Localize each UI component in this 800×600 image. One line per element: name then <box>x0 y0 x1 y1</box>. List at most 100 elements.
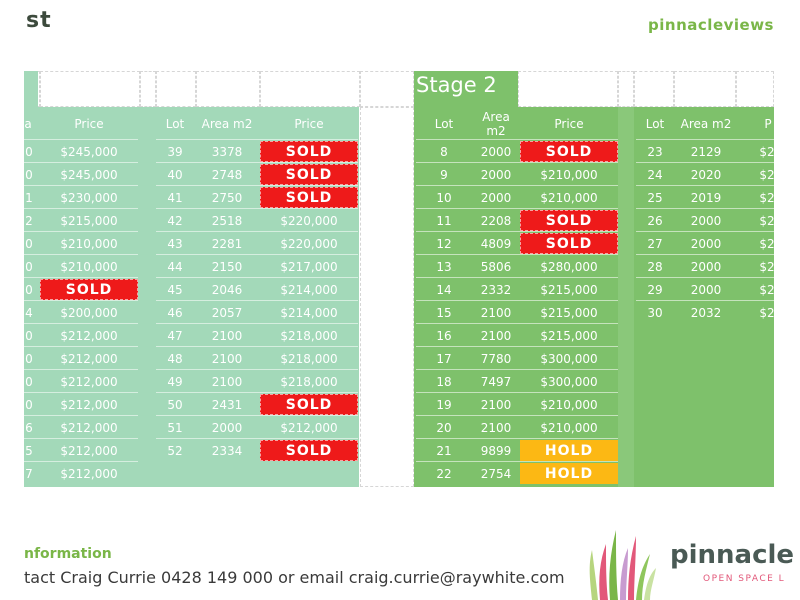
info-heading: nformation <box>24 546 112 562</box>
area-cell: 2332 <box>480 282 512 297</box>
row-divider <box>156 323 358 324</box>
price-cell: $300,000 <box>540 374 598 389</box>
cut-column-value: 0 <box>25 374 33 389</box>
row-divider <box>24 346 138 347</box>
cut-column-value: 0 <box>25 328 33 343</box>
area-cell: 2334 <box>211 443 243 458</box>
area-cell: 9899 <box>480 443 512 458</box>
row-divider <box>156 392 358 393</box>
lot-cell: 10 <box>436 190 452 205</box>
cut-column-value: 0 <box>25 351 33 366</box>
row-divider <box>24 185 138 186</box>
price-cell: $218,000 <box>280 351 338 366</box>
area-cell: 2000 <box>480 144 512 159</box>
area-cell: 2019 <box>690 190 722 205</box>
area-cell: 2129 <box>690 144 722 159</box>
price-cell: $280,000 <box>540 259 598 274</box>
lot-cell: 47 <box>167 328 183 343</box>
lot-cell: 24 <box>647 167 663 182</box>
stage2-left-panel <box>414 107 634 487</box>
area-cell: 2431 <box>211 397 243 412</box>
row-divider <box>636 162 774 163</box>
price-cell: $2 <box>760 305 774 320</box>
price-cell: $212,000 <box>60 420 118 435</box>
price-cell: $220,000 <box>280 213 338 228</box>
area-cell: 7780 <box>480 351 512 366</box>
page-title: st <box>26 8 52 33</box>
area-cell: 2020 <box>690 167 722 182</box>
logo-name: pinnacle <box>670 540 795 570</box>
price-cell: $218,000 <box>280 328 338 343</box>
row-divider <box>24 323 138 324</box>
row-divider <box>24 461 138 462</box>
area-cell: 2000 <box>690 259 722 274</box>
lot-cell: 12 <box>436 236 452 251</box>
cut-column-value: 0 <box>25 397 33 412</box>
cut-column-value: 5 <box>25 443 33 458</box>
contact-line: tact Craig Currie 0428 149 000 or email … <box>24 568 565 587</box>
row-divider <box>416 162 618 163</box>
status-badge: SOLD <box>520 233 618 254</box>
lot-cell: 25 <box>647 190 663 205</box>
row-divider <box>636 231 774 232</box>
area-cell: 2000 <box>690 236 722 251</box>
area-cell: 2100 <box>211 351 243 366</box>
cut-column-value: 4 <box>25 305 33 320</box>
lot-cell: 9 <box>440 167 448 182</box>
status-badge: SOLD <box>520 141 618 162</box>
cut-column-value: 0 <box>25 236 33 251</box>
area-cell: 5806 <box>480 259 512 274</box>
area-cell: 2100 <box>480 397 512 412</box>
area-cell: 2208 <box>480 213 512 228</box>
row-divider <box>416 254 618 255</box>
row-divider <box>24 231 138 232</box>
grid-cell <box>518 71 618 107</box>
lot-cell: 11 <box>436 213 452 228</box>
stage2-label: Stage 2 <box>416 73 497 97</box>
lot-cell: 17 <box>436 351 452 366</box>
status-badge: SOLD <box>260 187 358 208</box>
area-cell: 2000 <box>211 420 243 435</box>
price-cell: $2 <box>760 144 774 159</box>
cut-column-value: 0 <box>25 259 33 274</box>
lot-cell: 49 <box>167 374 183 389</box>
price-cell: $2 <box>760 167 774 182</box>
row-divider <box>156 346 358 347</box>
stage1-left-title-strip <box>24 71 38 107</box>
area-cell: 2046 <box>211 282 243 297</box>
row-divider <box>24 254 138 255</box>
col-header-area-s2a: Area m2 <box>482 110 510 138</box>
row-divider <box>156 277 358 278</box>
lot-cell: 51 <box>167 420 183 435</box>
row-divider <box>416 277 618 278</box>
lot-cell: 27 <box>647 236 663 251</box>
lot-cell: 26 <box>647 213 663 228</box>
lot-cell: 46 <box>167 305 183 320</box>
price-cell: $218,000 <box>280 374 338 389</box>
row-divider <box>24 415 138 416</box>
lot-cell: 39 <box>167 144 183 159</box>
area-cell: 7497 <box>480 374 512 389</box>
row-divider <box>156 254 358 255</box>
col-header-price-s2b: P <box>764 117 772 131</box>
row-divider <box>416 392 618 393</box>
stage2-title-block <box>414 71 518 107</box>
lot-cell: 41 <box>167 190 183 205</box>
row-divider <box>156 369 358 370</box>
col-header-lot-s2b: Lot <box>645 117 665 131</box>
row-divider <box>416 208 618 209</box>
price-cell: $214,000 <box>280 305 338 320</box>
price-cell: $212,000 <box>60 443 118 458</box>
lot-cell: 23 <box>647 144 663 159</box>
price-cell: $210,000 <box>60 259 118 274</box>
brand-name: pinnacleviews <box>648 16 774 34</box>
lot-cell: 21 <box>436 443 452 458</box>
lot-cell: 50 <box>167 397 183 412</box>
row-divider <box>416 323 618 324</box>
price-cell: $230,000 <box>60 190 118 205</box>
col-header-price-s1a: Price <box>74 117 104 131</box>
grid-cell <box>40 71 140 107</box>
area-cell: 2150 <box>211 259 243 274</box>
stage2-gap-strip <box>618 107 634 487</box>
grid-cell <box>634 71 674 107</box>
